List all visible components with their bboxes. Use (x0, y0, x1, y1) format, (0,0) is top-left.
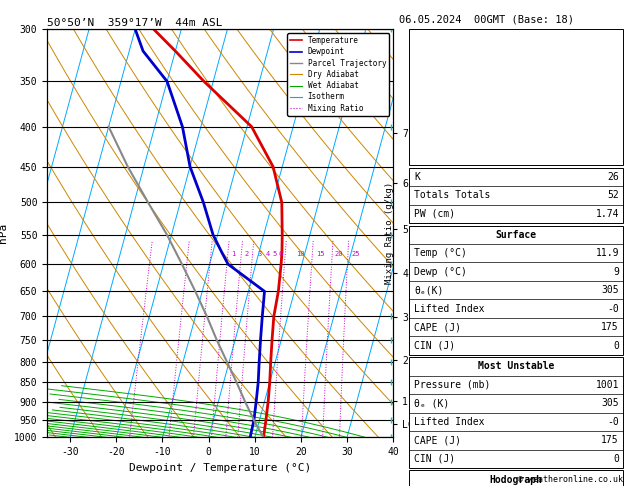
Text: 15: 15 (316, 251, 325, 258)
Text: PW (cm): PW (cm) (414, 209, 455, 219)
Text: 5: 5 (272, 251, 277, 258)
Text: 0: 0 (613, 341, 619, 350)
Text: 0: 0 (613, 454, 619, 464)
Text: 10: 10 (296, 251, 304, 258)
Text: Totals Totals: Totals Totals (414, 191, 490, 200)
Text: 305: 305 (601, 399, 619, 408)
Text: 1001: 1001 (596, 380, 619, 390)
Text: 9: 9 (613, 267, 619, 277)
Text: Lifted Index: Lifted Index (414, 417, 484, 427)
Text: 175: 175 (601, 322, 619, 332)
Text: 25: 25 (351, 251, 360, 258)
Text: -0: -0 (607, 304, 619, 313)
Text: Temp (°C): Temp (°C) (414, 248, 467, 258)
Text: kt: kt (420, 35, 430, 44)
Y-axis label: hPa: hPa (0, 223, 8, 243)
Text: Pressure (mb): Pressure (mb) (414, 380, 490, 390)
Text: Surface: Surface (495, 230, 537, 240)
Text: Hodograph: Hodograph (489, 475, 542, 485)
Text: 52: 52 (607, 191, 619, 200)
Text: CAPE (J): CAPE (J) (414, 435, 461, 445)
Text: 6: 6 (279, 251, 282, 258)
Text: 06.05.2024  00GMT (Base: 18): 06.05.2024 00GMT (Base: 18) (399, 15, 574, 25)
Legend: Temperature, Dewpoint, Parcel Trajectory, Dry Adiabat, Wet Adiabat, Isotherm, Mi: Temperature, Dewpoint, Parcel Trajectory… (287, 33, 389, 116)
Text: Most Unstable: Most Unstable (477, 362, 554, 371)
Text: 305: 305 (601, 285, 619, 295)
Y-axis label: km
ASL: km ASL (436, 233, 454, 255)
Text: Lifted Index: Lifted Index (414, 304, 484, 313)
Text: 20: 20 (335, 251, 343, 258)
Text: Dewp (°C): Dewp (°C) (414, 267, 467, 277)
Text: CIN (J): CIN (J) (414, 454, 455, 464)
Text: 1.74: 1.74 (596, 209, 619, 219)
Text: 2: 2 (245, 251, 249, 258)
Text: CAPE (J): CAPE (J) (414, 322, 461, 332)
Text: 3: 3 (257, 251, 262, 258)
Text: CIN (J): CIN (J) (414, 341, 455, 350)
Text: © weatheronline.co.uk: © weatheronline.co.uk (518, 474, 623, 484)
Text: K: K (414, 172, 420, 182)
Text: θₑ(K): θₑ(K) (414, 285, 443, 295)
Text: -0: -0 (607, 417, 619, 427)
X-axis label: Dewpoint / Temperature (°C): Dewpoint / Temperature (°C) (129, 463, 311, 473)
Text: 11.9: 11.9 (596, 248, 619, 258)
Text: 175: 175 (601, 435, 619, 445)
Text: 4: 4 (265, 251, 270, 258)
Text: 50°50’N  359°17’W  44m ASL: 50°50’N 359°17’W 44m ASL (47, 18, 223, 28)
Text: θₑ (K): θₑ (K) (414, 399, 449, 408)
Text: 26: 26 (607, 172, 619, 182)
Text: 1: 1 (231, 251, 235, 258)
Text: Mixing Ratio (g/kg): Mixing Ratio (g/kg) (386, 182, 394, 284)
